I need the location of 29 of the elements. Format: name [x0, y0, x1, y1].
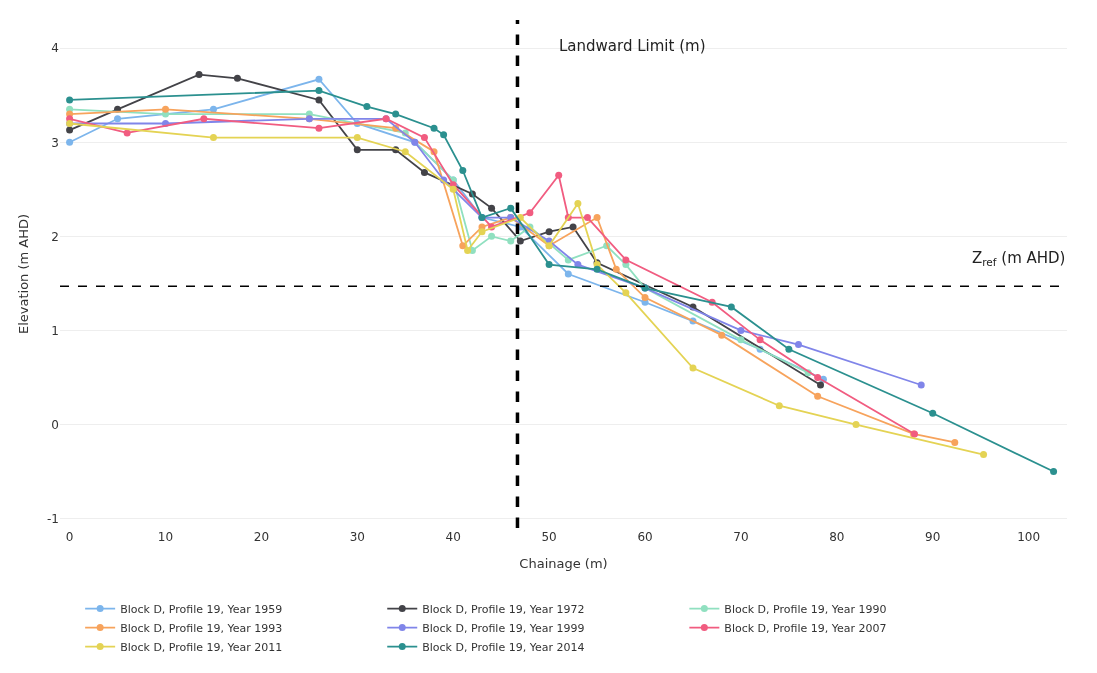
- legend-label: Block D, Profile 19, Year 1993: [120, 621, 283, 635]
- legend-label: Block D, Profile 19, Year 1990: [724, 602, 887, 616]
- x-tick-label: 30: [349, 530, 365, 544]
- ref-line-label: Z$_{ref}$ (m AHD): [972, 249, 1066, 269]
- y-tick-label: 0: [51, 417, 59, 432]
- ref-line-label: Landward Limit (m): [559, 37, 706, 55]
- y-tick-label: -1: [47, 511, 59, 526]
- x-axis-title: Chainage (m): [519, 555, 608, 571]
- x-tick-label: 0: [65, 530, 74, 544]
- x-tick-label: 90: [925, 530, 941, 544]
- x-tick-label: 100: [1017, 530, 1041, 544]
- legend-label: Block D, Profile 19, Year 2014: [422, 640, 585, 654]
- x-tick-label: 40: [445, 530, 461, 544]
- y-tick-label: 3: [51, 135, 59, 150]
- x-tick-label: 80: [829, 530, 845, 544]
- x-tick-label: 20: [253, 530, 270, 544]
- y-tick-label: 1: [51, 323, 59, 338]
- x-tick-label: 60: [637, 530, 653, 544]
- y-tick-label: 4: [51, 41, 59, 56]
- y-axis-title: Elevation (m AHD): [15, 213, 31, 335]
- legend-label: Block D, Profile 19, Year 2011: [120, 640, 283, 654]
- x-tick-label: 70: [733, 530, 749, 544]
- legend-label: Block D, Profile 19, Year 1959: [120, 602, 283, 616]
- legend-label: Block D, Profile 19, Year 1999: [422, 621, 585, 635]
- x-tick-label: 10: [157, 530, 174, 544]
- y-tick-label: 2: [51, 229, 59, 244]
- legend-label: Block D, Profile 19, Year 1972: [422, 602, 585, 616]
- x-tick-label: 50: [541, 530, 557, 544]
- legend-label: Block D, Profile 19, Year 2007: [724, 621, 887, 635]
